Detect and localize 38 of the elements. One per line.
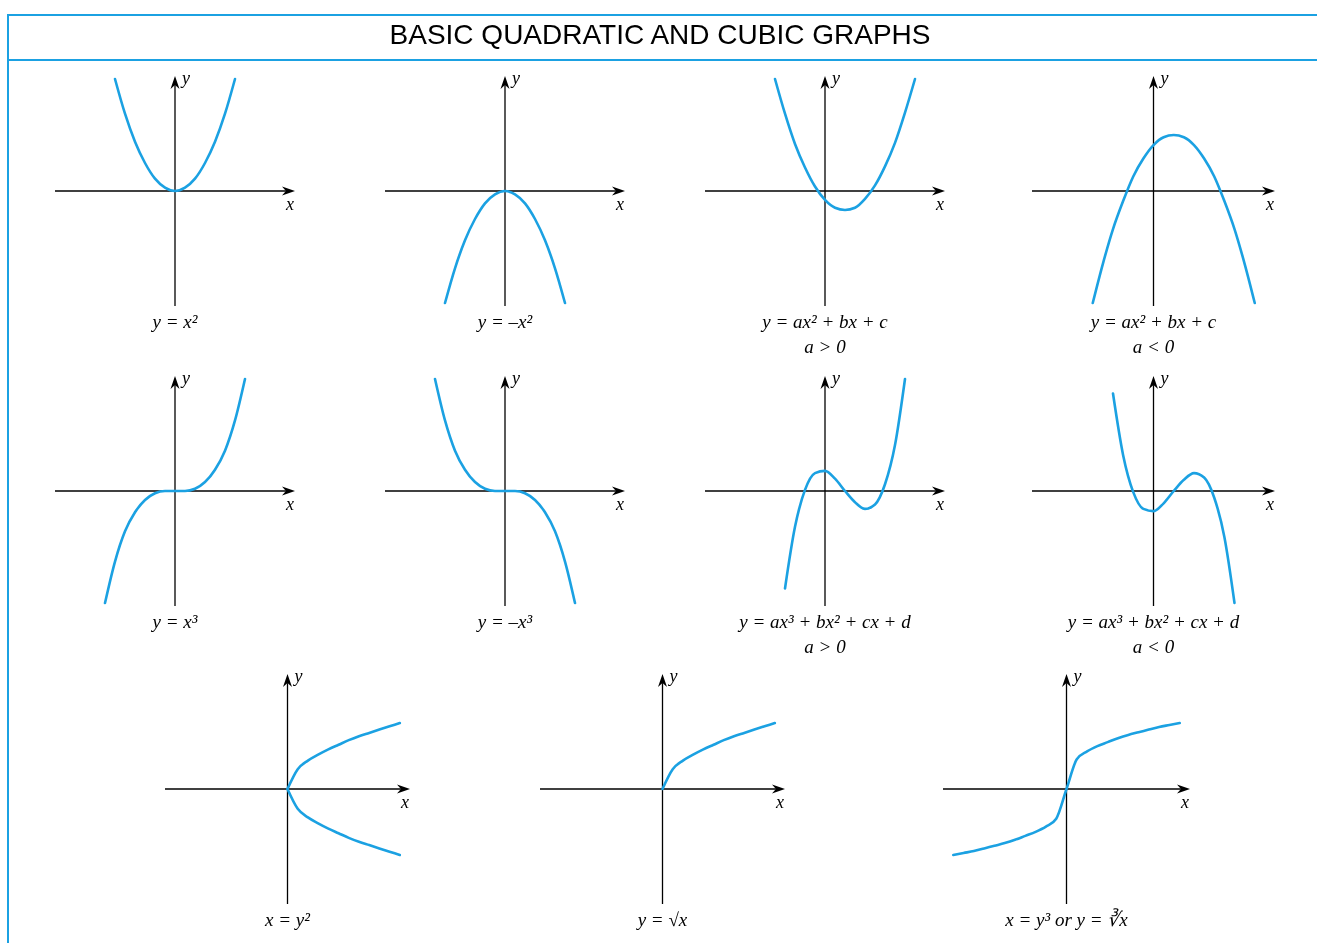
y-axis-title: y — [510, 68, 520, 88]
x-axis-title: x — [1180, 792, 1189, 812]
x-axis-title: x — [935, 194, 944, 214]
y-axis-title: y — [180, 68, 190, 88]
text: y = x³ — [150, 611, 198, 632]
y-axis-title: y — [1158, 368, 1169, 388]
text: a > 0 — [804, 636, 847, 657]
text: a < 0 — [1132, 336, 1175, 357]
x-axis-title: x — [1265, 194, 1274, 214]
y-axis-title: y — [1071, 666, 1082, 686]
x-axis-title: x — [400, 792, 409, 812]
text: y = ax³ + bx² + cx + d — [1065, 611, 1240, 632]
y-axis-title: y — [180, 368, 190, 388]
x-axis-title: x — [1265, 494, 1274, 514]
text: x = y³ or y = ∛x — [1004, 908, 1129, 930]
y-axis-title: y — [292, 666, 303, 686]
x-axis-title: x — [285, 194, 294, 214]
x-axis-title: x — [775, 792, 784, 812]
y-axis-title: y — [1158, 68, 1169, 88]
text: BASIC QUADRATIC AND CUBIC GRAPHS — [389, 19, 931, 50]
y-axis-title: y — [830, 368, 840, 388]
text: a > 0 — [804, 336, 847, 357]
x-axis-title: x — [285, 494, 294, 514]
text: y = ax³ + bx² + cx + d — [737, 611, 912, 632]
text: y = –x³ — [475, 611, 533, 632]
text: y = ax² + bx + c — [1088, 311, 1217, 332]
x-axis-title: x — [615, 494, 624, 514]
text: y = x² — [150, 311, 198, 332]
text: y = √x — [635, 909, 688, 930]
text: y = –x² — [475, 311, 533, 332]
text: y = ax² + bx + c — [760, 311, 889, 332]
y-axis-title: y — [830, 68, 840, 88]
text: a < 0 — [1132, 636, 1175, 657]
text: x = y² — [264, 909, 311, 930]
x-axis-title: x — [615, 194, 624, 214]
x-axis-title: x — [935, 494, 944, 514]
y-axis-title: y — [510, 368, 520, 388]
y-axis-title: y — [667, 666, 678, 686]
